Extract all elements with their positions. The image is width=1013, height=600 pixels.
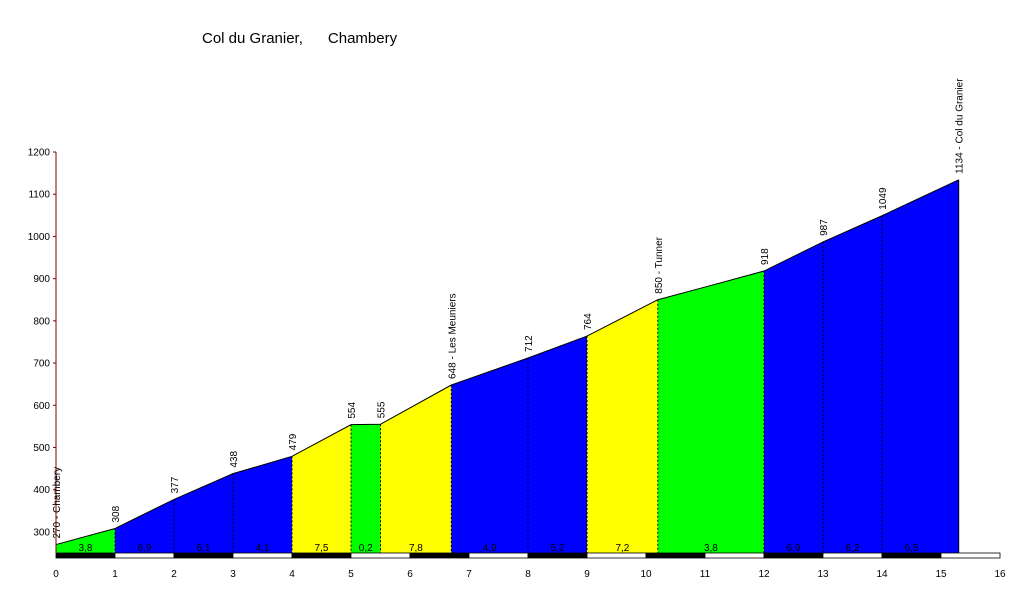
x-tick-label: 0 (53, 569, 59, 580)
y-tick-label: 700 (33, 359, 50, 370)
elevation-label: 987 (819, 219, 830, 236)
elevation-label: 555 (377, 401, 388, 418)
segment-fill (657, 271, 764, 553)
elevation-label: 308 (111, 505, 122, 522)
chart-title: Col du Granier, Chambery (202, 30, 398, 47)
x-tick-label: 16 (994, 569, 1006, 580)
elevation-label: 1134 - Col du Granier (955, 78, 966, 174)
km-scale-cell (468, 552, 529, 559)
point-labels: 270 - Chambery 308 377 438 479 554 555 648 - Le… (52, 78, 966, 539)
km-scale-cell (645, 552, 706, 559)
gradient-label: 6,5 (905, 543, 919, 554)
y-tick-label: 900 (33, 274, 50, 285)
segment-fill (351, 424, 381, 553)
markers-layer (114, 215, 883, 553)
elevation-label: 479 (288, 433, 299, 450)
segment-fill (380, 385, 452, 553)
x-tick-label: 13 (817, 569, 829, 580)
gradient-label: 4,1 (256, 543, 270, 554)
x-tick-label: 4 (289, 569, 295, 580)
profile-line (55, 179, 959, 546)
gradient-label: 5,2 (551, 543, 565, 554)
x-tick-label: 1 (112, 569, 118, 580)
profile-layer (55, 179, 960, 553)
x-tick-label: 2 (171, 569, 177, 580)
y-tick-label: 500 (33, 443, 50, 454)
gradient-label: 6,9 (787, 543, 801, 554)
gradient-label: 7,5 (315, 543, 329, 554)
x-tick-label: 12 (758, 569, 770, 580)
gradient-label: 6,9 (138, 543, 152, 554)
gradient-label: 6,1 (197, 543, 211, 554)
elevation-label: 918 (760, 248, 771, 265)
x-tick-label: 3 (230, 569, 236, 580)
y-tick-label: 1200 (28, 148, 51, 159)
segment-fill (56, 528, 115, 553)
gradient-label: 6,2 (846, 543, 860, 554)
segment-fill (451, 336, 587, 553)
x-tick-label: 5 (348, 569, 354, 580)
elevation-label: 712 (524, 335, 535, 352)
elevation-label: 1049 (878, 187, 889, 210)
gradient-label: 0,2 (359, 543, 373, 554)
segment-fill (764, 179, 959, 553)
elevation-label: 850 - Tunner (654, 236, 665, 293)
segments-layer (56, 179, 959, 553)
elevation-label: 648 - Les Meuniers (447, 293, 458, 379)
y-tick-label: 1100 (28, 190, 50, 201)
elevation-label: 764 (583, 313, 594, 330)
x-tick-label: 14 (876, 569, 888, 580)
gradient-label: 3,8 (79, 543, 93, 554)
x-tick-label: 8 (525, 569, 531, 580)
segment-fill (233, 456, 292, 553)
y-tick-label: 1000 (28, 232, 51, 243)
x-tick-label: 15 (935, 569, 947, 580)
y-tick-label: 300 (33, 527, 50, 538)
segment-fill (292, 424, 351, 553)
y-tick-label: 600 (33, 401, 50, 412)
gradient-label: 7,8 (409, 543, 423, 554)
x-tick-label: 6 (407, 569, 413, 580)
x-tick-label: 9 (584, 569, 590, 580)
elevation-label: 554 (347, 402, 358, 419)
gradient-label: 4,9 (483, 543, 497, 554)
elevation-label: 377 (170, 476, 181, 493)
elevation-label: 270 - Chambery (52, 467, 63, 539)
x-tick-label: 10 (640, 569, 652, 580)
km-scale-cell (940, 552, 1001, 559)
gradient-label: 7,2 (615, 543, 629, 554)
segment-fill (587, 299, 658, 553)
gradient-label: 3,8 (704, 543, 718, 554)
x-tick-label: 7 (466, 569, 472, 580)
y-tick-label: 800 (33, 316, 50, 327)
elevation-label: 438 (229, 451, 240, 468)
y-tick-label: 400 (33, 485, 50, 496)
x-tick-label: 11 (700, 569, 711, 580)
km-scale-bar: 3,8 6,9 6,1 4,1 7,5 0,2 7,8 4,9 5,2 7,2 3,8 6,9 6,2 6… (55, 543, 1001, 559)
